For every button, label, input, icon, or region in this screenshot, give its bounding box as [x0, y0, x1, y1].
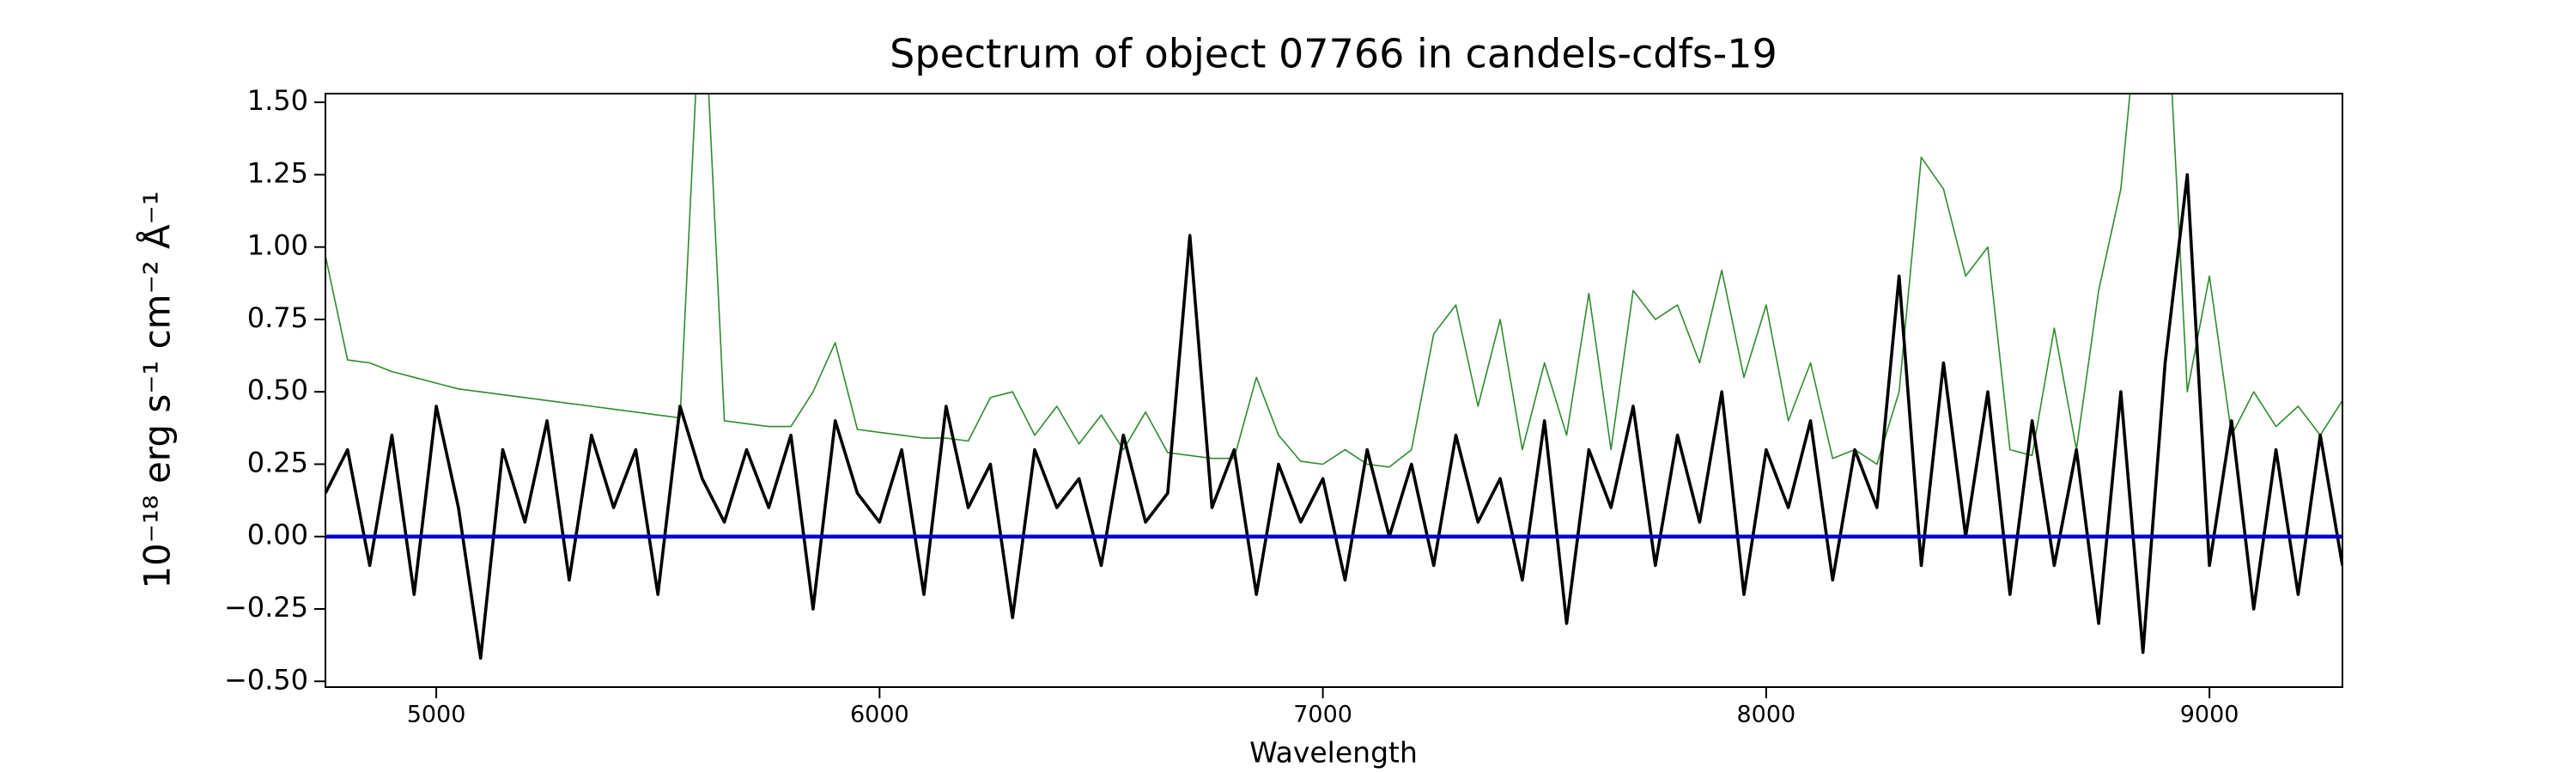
- spectrum-line: [325, 94, 2342, 468]
- y-tick-label: 0.50: [247, 374, 308, 406]
- y-tick-label: −0.50: [224, 663, 308, 696]
- x-tick-label: 7000: [1293, 702, 1352, 728]
- y-tick-label: 1.50: [247, 84, 308, 117]
- x-tick-label: 9000: [2180, 702, 2239, 728]
- y-tick-label: 0.00: [247, 519, 308, 551]
- x-tick-label: 6000: [850, 702, 909, 728]
- x-tick-label: 8000: [1736, 702, 1795, 728]
- x-axis-label: Wavelength: [1249, 736, 1418, 770]
- spectrum-line: [325, 173, 2342, 660]
- x-tick-label: 5000: [407, 702, 466, 728]
- y-tick-label: −0.25: [224, 591, 308, 624]
- y-tick-label: 1.25: [247, 156, 308, 189]
- y-tick-label: 0.25: [247, 446, 308, 478]
- y-axis-label: 10⁻¹⁸ erg s⁻¹ cm⁻² Å⁻¹: [136, 191, 179, 588]
- y-tick-label: 0.75: [247, 301, 308, 334]
- plot-frame: [325, 93, 2343, 688]
- plot-area: [325, 94, 2342, 660]
- chart-title: Spectrum of object 07766 in candels-cdfs…: [890, 31, 1777, 77]
- y-tick-label: 1.00: [247, 229, 308, 262]
